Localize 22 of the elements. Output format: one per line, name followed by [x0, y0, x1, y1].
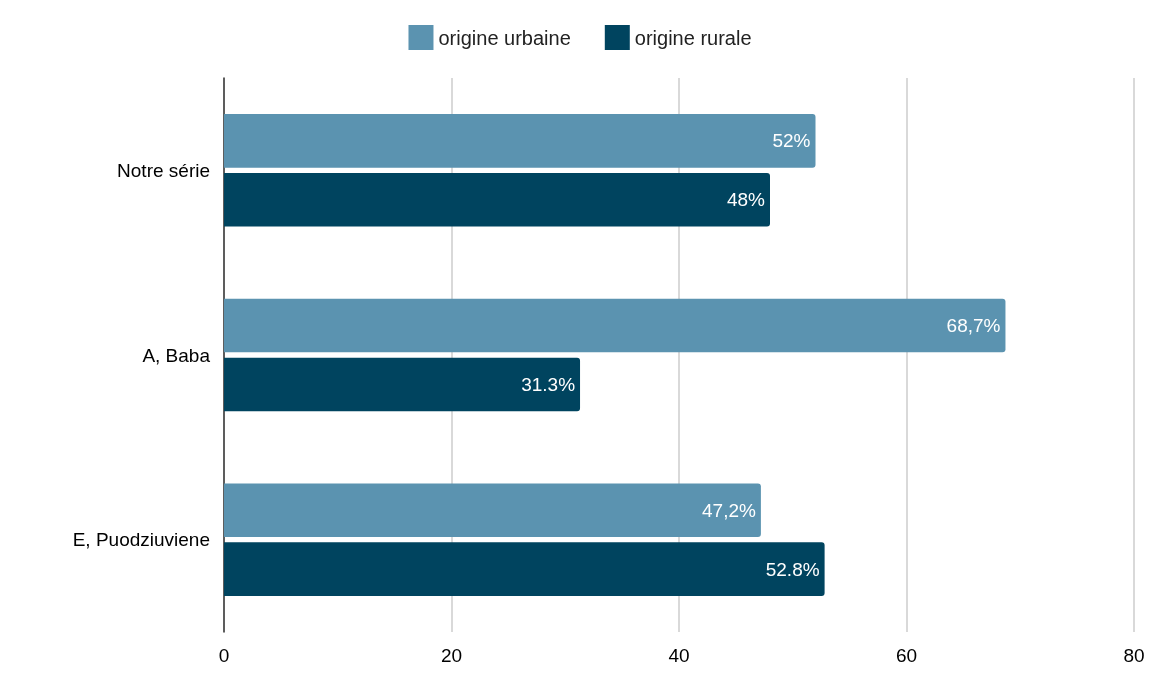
bar	[224, 173, 770, 227]
x-tick-label: 0	[218, 645, 230, 666]
y-tick-label: A, Baba	[142, 344, 211, 366]
legend-label: origine urbaine	[438, 26, 571, 49]
y-tick-label: Notre série	[117, 159, 210, 181]
bar	[224, 298, 1006, 353]
data-label: 68,7%	[946, 315, 1001, 337]
data-label: 48%	[726, 189, 766, 211]
x-tick-label: 40	[668, 645, 690, 666]
x-tick-label: 60	[895, 645, 918, 666]
data-label: 52%	[772, 130, 811, 152]
x-tick-label: 20	[440, 645, 463, 666]
bar	[224, 542, 825, 596]
data-label: 52.8%	[765, 558, 820, 580]
bar	[224, 483, 761, 537]
x-tick-label: 80	[1123, 645, 1145, 666]
y-tick-label: E, Puodziuviene	[72, 529, 210, 551]
bar	[224, 357, 581, 412]
data-label: 47,2%	[702, 499, 756, 521]
bar	[224, 114, 816, 168]
legend-label: origine rurale	[634, 26, 752, 49]
data-label: 31.3%	[521, 373, 576, 395]
